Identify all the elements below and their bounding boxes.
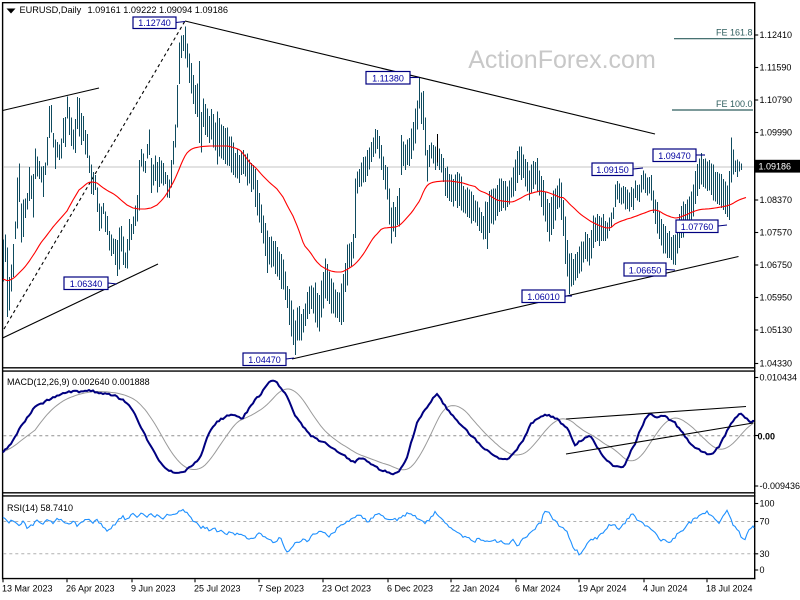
svg-text:-0.009436: -0.009436 [760,481,800,491]
svg-text:1.07570: 1.07570 [760,228,793,238]
svg-text:18 Jul 2024: 18 Jul 2024 [706,584,753,594]
svg-text:1.06750: 1.06750 [760,260,793,270]
svg-text:1.10790: 1.10790 [760,95,793,105]
svg-text:1.08370: 1.08370 [760,195,793,205]
svg-text:1.09990: 1.09990 [760,128,793,138]
svg-text:6 Mar 2024: 6 Mar 2024 [515,584,561,594]
svg-text:FE 100.0: FE 100.0 [716,99,753,109]
svg-text:RSI(14) 58.7410: RSI(14) 58.7410 [7,503,73,513]
svg-text:1.06340: 1.06340 [70,279,103,289]
svg-text:1.06650: 1.06650 [629,266,662,276]
svg-text:25 Jul 2023: 25 Jul 2023 [194,584,241,594]
svg-text:1.09150: 1.09150 [596,165,629,175]
svg-text:1.06010: 1.06010 [527,292,560,302]
svg-text:1.07760: 1.07760 [681,222,714,232]
svg-text:1.11590: 1.11590 [760,63,792,73]
svg-text:1.09470: 1.09470 [658,151,691,161]
svg-text:FE 161.8: FE 161.8 [716,28,753,38]
svg-text:MACD(12,26,9) 0.002640 0.00188: MACD(12,26,9) 0.002640 0.001888 [7,377,150,387]
svg-text:EURUSD,Daily: EURUSD,Daily [20,5,82,15]
svg-text:13 Mar 2023: 13 Mar 2023 [2,584,53,594]
svg-text:1.04330: 1.04330 [760,359,793,369]
svg-text:1.05950: 1.05950 [760,293,793,303]
svg-text:0.00: 0.00 [758,431,776,441]
svg-text:9 Jun 2023: 9 Jun 2023 [131,584,176,594]
svg-text:1.12410: 1.12410 [760,30,793,40]
svg-text:1.11380: 1.11380 [372,74,404,84]
svg-text:0: 0 [760,565,765,575]
svg-text:0.010434: 0.010434 [760,373,798,383]
svg-text:22 Jan 2024: 22 Jan 2024 [450,584,500,594]
svg-text:70: 70 [760,517,770,527]
svg-text:100: 100 [760,499,775,509]
svg-text:1.12740: 1.12740 [138,18,171,28]
svg-text:19 Apr 2024: 19 Apr 2024 [578,584,627,594]
svg-text:1.05130: 1.05130 [760,325,793,335]
svg-text:30: 30 [760,549,770,559]
svg-text:1.09161 1.09222 1.09094 1.0918: 1.09161 1.09222 1.09094 1.09186 [88,5,229,15]
svg-text:7 Sep 2023: 7 Sep 2023 [258,584,304,594]
svg-text:1.09186: 1.09186 [759,162,792,172]
svg-text:23 Oct 2023: 23 Oct 2023 [322,584,371,594]
svg-text:26 Apr 2023: 26 Apr 2023 [66,584,115,594]
svg-text:ActionForex.com: ActionForex.com [468,46,656,74]
svg-text:4 Jun 2024: 4 Jun 2024 [643,584,688,594]
svg-text:6 Dec 2023: 6 Dec 2023 [387,584,433,594]
svg-text:1.04470: 1.04470 [248,355,281,365]
